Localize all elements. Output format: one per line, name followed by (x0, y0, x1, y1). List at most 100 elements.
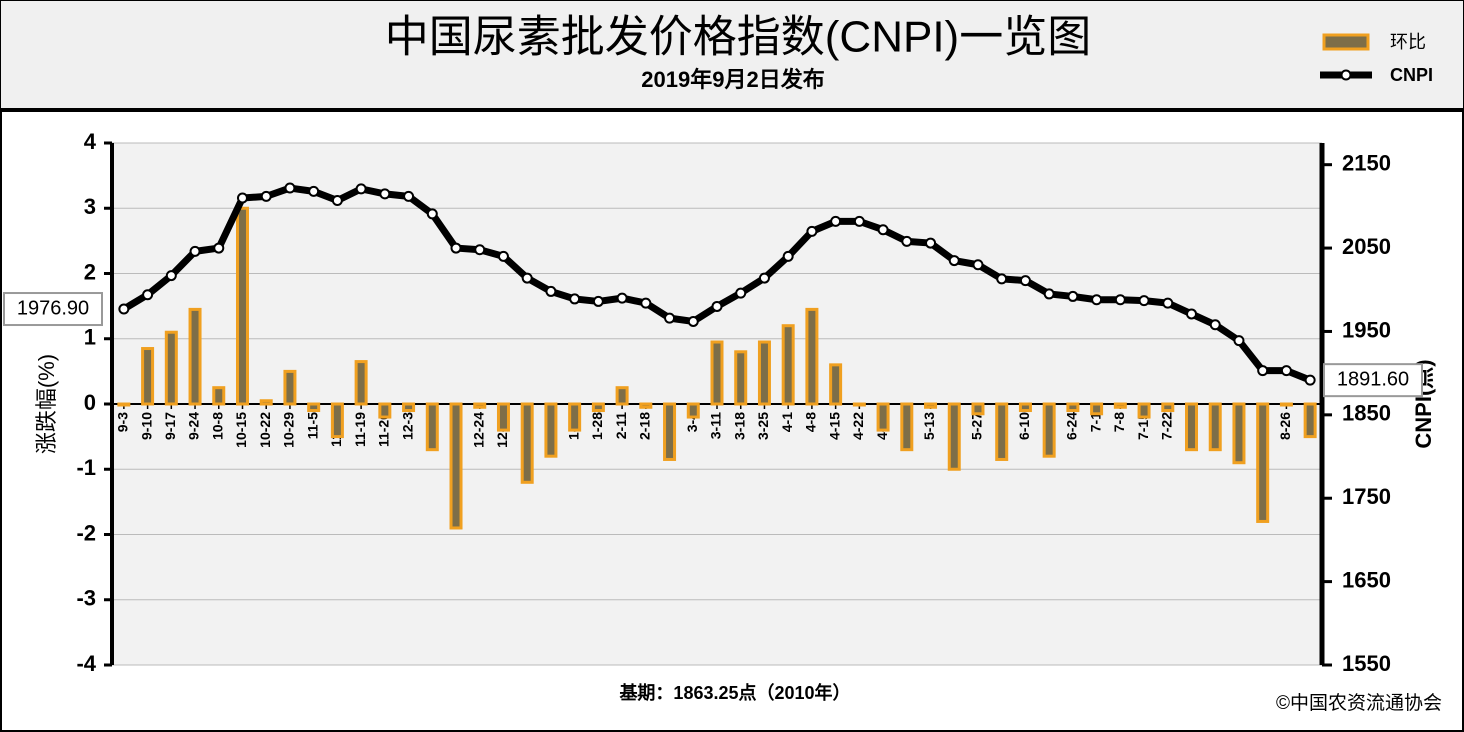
legend-label: CNPI (1390, 65, 1433, 85)
cnpi-marker (996, 273, 1008, 285)
y2-tick-label: 1950 (1342, 317, 1391, 342)
bar (330, 402, 344, 439)
bar (663, 402, 677, 461)
y2-tick-label: 1750 (1342, 484, 1391, 509)
bar (402, 402, 416, 413)
bar (710, 340, 724, 406)
cnpi-marker (1257, 365, 1269, 377)
x-tick-label: 12-3 (399, 412, 415, 440)
x-tick-label: 7-8 (1111, 412, 1127, 432)
bar (212, 386, 226, 406)
bar (235, 206, 249, 406)
value-label-box (1323, 363, 1423, 398)
bar (1185, 402, 1199, 452)
cnpi-marker (426, 208, 438, 220)
bar (900, 402, 914, 452)
x-tick-label: 10-22 (257, 412, 273, 448)
y2-tick-label: 2150 (1342, 150, 1391, 175)
cnpi-marker (379, 188, 391, 200)
cnpi-marker (830, 215, 842, 227)
cnpi-marker (972, 259, 984, 271)
y-tick-label: 0 (84, 390, 96, 415)
cnpi-marker (521, 272, 533, 284)
bar (1018, 402, 1032, 413)
x-tick-label: 5-13 (921, 412, 937, 440)
y-tick-label: -1 (76, 455, 96, 480)
x-tick-label: 7-15 (1135, 412, 1151, 440)
cnpi-marker (1138, 295, 1150, 307)
chart-title: 中国尿素批发价格指数(CNPI)一览图 (385, 13, 1091, 62)
x-tick-label: 7-1 (1087, 412, 1103, 432)
cnpi-marker (1114, 294, 1126, 306)
cnpi-marker (142, 289, 154, 301)
x-tick-label: 11-19 (352, 412, 368, 447)
bar (425, 402, 439, 452)
bar (496, 402, 510, 432)
x-tick-label: 4-22 (850, 412, 866, 440)
bar (757, 340, 771, 406)
x-tick-label: 10-8 (209, 412, 225, 440)
cnpi-marker (1233, 335, 1245, 347)
cnpi-marker (331, 195, 343, 207)
bar (734, 350, 748, 406)
bar (473, 402, 487, 409)
cnpi-marker (1280, 365, 1292, 377)
header-bg (1, 1, 1463, 109)
cnpi-marker (165, 270, 177, 282)
y-tick-label: -4 (76, 651, 96, 676)
bar (141, 347, 155, 406)
cnpi-marker (592, 295, 604, 307)
cnpi-marker (1019, 275, 1031, 287)
y2-tick-label: 1850 (1342, 401, 1391, 426)
cnpi-marker (1304, 374, 1316, 386)
cnpi-marker (640, 297, 652, 309)
x-tick-label: 8-26 (1277, 412, 1293, 440)
x-tick-label: 11-5 (304, 412, 320, 439)
y-tick-label: 3 (84, 194, 96, 219)
cnpi-marker (403, 190, 415, 202)
bar (1066, 402, 1080, 413)
bar (307, 402, 321, 413)
x-tick-label: 9-17 (162, 412, 178, 440)
x-tick-label: 4-15 (826, 412, 842, 440)
cnpi-marker (853, 215, 865, 227)
x-tick-label: 4-8 (803, 412, 819, 432)
legend-swatch (1322, 33, 1370, 51)
cnpi-marker (1067, 290, 1079, 302)
y-tick-label: -3 (76, 586, 96, 611)
y2-tick-label: 1650 (1342, 567, 1391, 592)
bar (520, 402, 534, 484)
cnpi-marker (545, 285, 557, 297)
value-label: 1976.90 (17, 297, 89, 319)
cnpi-marker (925, 237, 937, 249)
cnpi-marker (260, 190, 272, 202)
x-tick-label: 10-15 (233, 412, 249, 448)
bar (971, 402, 985, 416)
cnpi-marker (877, 224, 889, 236)
y2-tick-label: 1550 (1342, 651, 1391, 676)
y-tick-label: 2 (84, 259, 96, 284)
bar (1042, 402, 1056, 458)
cnpi-marker (497, 250, 509, 262)
cnpi-marker (687, 315, 699, 327)
x-tick-label: 11-26 (376, 412, 392, 447)
bar (639, 402, 653, 409)
bar (876, 402, 890, 432)
chart-subtitle: 2019年9月2日发布 (641, 67, 824, 92)
bar (1232, 402, 1246, 465)
x-tick-label: 3-25 (755, 412, 771, 440)
cnpi-marker (664, 312, 676, 324)
y-tick-label: -2 (76, 520, 96, 545)
legend-swatch (1340, 69, 1352, 81)
x-tick-label: 12-24 (470, 412, 486, 448)
bar (1090, 402, 1104, 416)
bar (995, 402, 1009, 461)
cnpi-marker (1091, 294, 1103, 306)
bar (164, 330, 178, 406)
bar (591, 402, 605, 413)
x-tick-label: 9-3 (115, 412, 131, 432)
legend-label: 环比 (1390, 32, 1426, 52)
x-tick-label: 9-24 (186, 412, 202, 440)
bar (686, 402, 700, 419)
